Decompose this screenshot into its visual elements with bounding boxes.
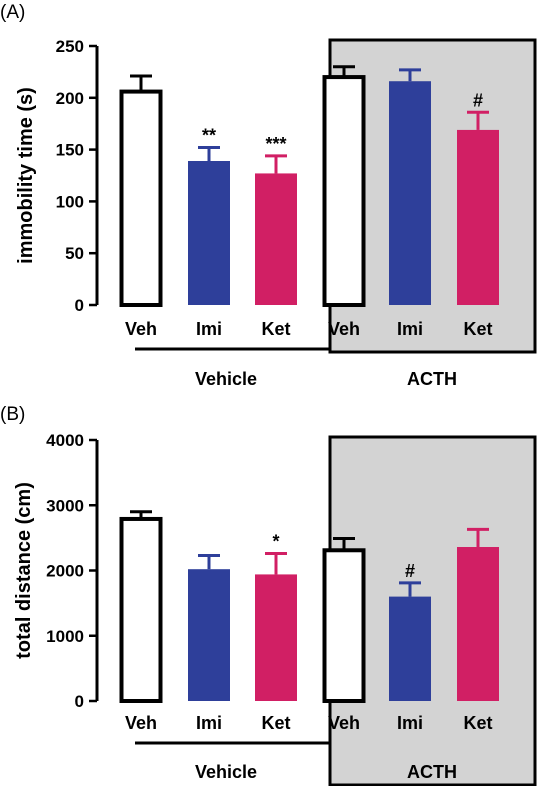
group-label-vehicle: Vehicle (195, 762, 257, 782)
category-label: Ket (261, 319, 290, 339)
y-tick-label: 3000 (46, 496, 84, 515)
bar (389, 596, 431, 701)
y-tick-label: 250 (56, 37, 84, 56)
category-label: Ket (463, 319, 492, 339)
significance-marker: # (405, 561, 415, 581)
category-label: Ket (463, 713, 492, 733)
y-axis-title: immobility time (s) (15, 87, 37, 264)
group-label-vehicle: Vehicle (195, 369, 257, 389)
y-tick-label: 50 (65, 244, 84, 263)
category-label: Veh (328, 319, 360, 339)
significance-marker: *** (265, 134, 286, 154)
bar (255, 173, 297, 305)
category-label: Imi (397, 713, 423, 733)
category-label: Veh (328, 713, 360, 733)
bar (188, 160, 230, 305)
y-tick-label: 150 (56, 141, 84, 160)
bar (389, 81, 431, 305)
significance-marker: * (272, 532, 279, 552)
bar (322, 75, 366, 307)
y-tick-label: 100 (56, 192, 84, 211)
group-label-acth: ACTH (407, 369, 457, 389)
category-label: Veh (125, 713, 157, 733)
y-tick-label: 1000 (46, 627, 84, 646)
y-tick-label: 0 (75, 692, 84, 711)
bar (119, 89, 163, 307)
bar (322, 548, 366, 704)
y-tick-label: 0 (75, 296, 84, 315)
category-label: Imi (196, 319, 222, 339)
bar (119, 516, 163, 704)
group-label-acth: ACTH (407, 762, 457, 782)
y-tick-label: 200 (56, 89, 84, 108)
bar (457, 547, 499, 701)
panel-label: (A) (0, 2, 25, 23)
category-label: Ket (261, 713, 290, 733)
y-tick-label: 4000 (46, 431, 84, 450)
bar (255, 574, 297, 701)
bar (457, 129, 499, 305)
y-axis-title: total distance (cm) (13, 482, 35, 659)
panel-label: (B) (0, 404, 25, 425)
category-label: Imi (196, 713, 222, 733)
category-label: Veh (125, 319, 157, 339)
bar (188, 569, 230, 701)
category-label: Imi (397, 319, 423, 339)
significance-marker: ** (202, 126, 216, 146)
y-tick-label: 2000 (46, 562, 84, 581)
significance-marker: # (473, 90, 483, 110)
